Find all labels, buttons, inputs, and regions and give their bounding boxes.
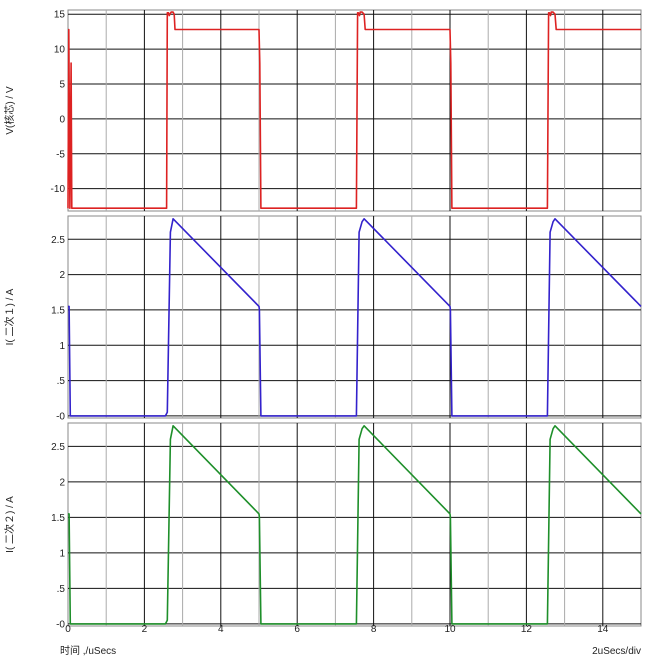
trace-panel-1 [67,11,641,209]
x-tick-label: 10 [444,624,456,635]
y-axis-label-3: I( 二次２) / A [3,496,16,553]
y-tick-label: 1.5 [51,305,65,316]
y-tick-label: 1 [59,548,65,559]
y-axis-label-1: V(核芯) / V [3,86,16,135]
x-tick-label: 2 [142,624,148,635]
y-tick-label: 10 [54,45,66,56]
panel-frame-1 [67,9,642,212]
x-tick-label: 0 [65,624,71,635]
y-tick-label: -10 [51,184,66,195]
y-tick-label: 2 [59,477,65,488]
y-tick-label: 1.5 [51,513,65,524]
y-tick-label: 1 [59,341,65,352]
y-tick-label: -0 [56,411,65,422]
y-tick-label: 2.5 [51,235,65,246]
y-tick-label: 2 [59,270,65,281]
y-tick-label: 2.5 [51,442,65,453]
x-tick-label: 8 [371,624,377,635]
panel-frame-3 [67,422,642,627]
trace-panel-2 [68,218,642,417]
y-tick-label: 0 [59,114,65,125]
y-tick-label: -0 [56,619,65,630]
x-tick-label: 6 [294,624,300,635]
y-tick-label: 5 [59,79,65,90]
y-tick-label: .5 [57,584,66,595]
panel-frame-2 [67,215,642,419]
y-tick-label: -5 [56,149,65,160]
trace-panel-3 [68,425,642,625]
x-axis-label: 时间 ,/uSecs [60,644,116,657]
time-scale-label: 2uSecs/div [592,646,641,657]
y-tick-label: 15 [54,10,66,21]
x-tick-label: 12 [521,624,533,635]
x-tick-label: 14 [597,624,609,635]
y-axis-label-2: I( 二次１) / A [3,288,16,345]
x-tick-label: 4 [218,624,224,635]
y-tick-label: .5 [57,376,66,387]
